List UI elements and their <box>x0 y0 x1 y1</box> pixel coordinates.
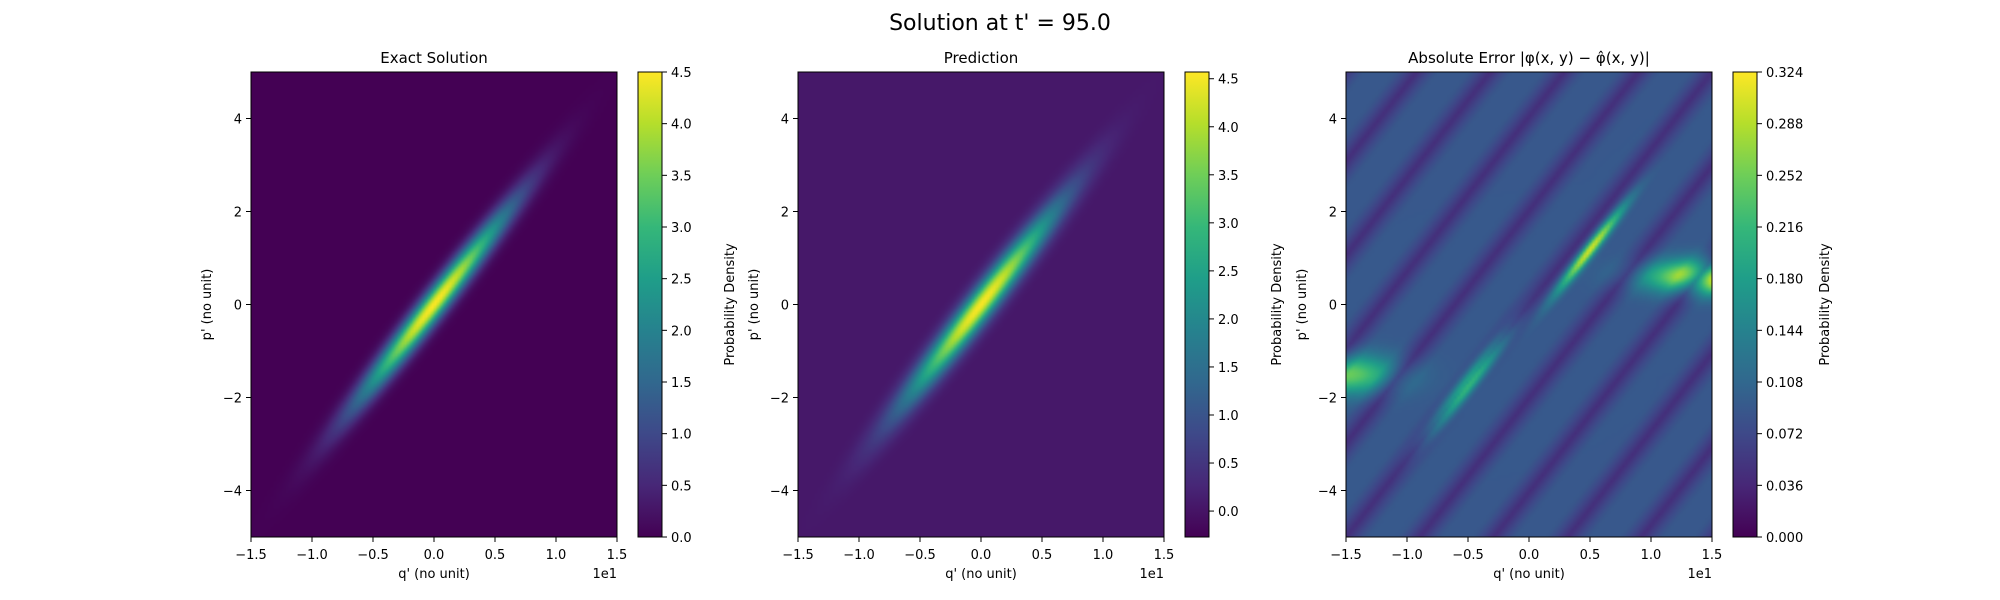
colorbar-tick-label: 4.0 <box>671 118 692 133</box>
y-tick-label: 4 <box>234 113 242 128</box>
x-axis-label: q' (no unit) <box>1493 567 1565 582</box>
y-tick-label: −4 <box>223 485 242 500</box>
subplot-3: Absolute Error |φ(x, y) − φ̂(x, y)| −1.5 −… <box>1295 49 1833 582</box>
x-axis-label: q' (no unit) <box>945 567 1017 582</box>
colorbar-tick-label: 0.5 <box>1218 457 1239 472</box>
x-tick-label: −0.5 <box>904 548 936 563</box>
colorbar-tick-label: 1.5 <box>671 376 692 391</box>
y-tick-label: 0 <box>234 299 242 314</box>
colorbar-tick-label: 3.5 <box>1218 169 1239 184</box>
colorbar <box>637 71 663 538</box>
colorbar-tick-label: 0.252 <box>1766 169 1803 184</box>
y-axis-label: p' (no unit) <box>200 269 215 341</box>
x-tick-label: −1.5 <box>235 548 267 563</box>
y-tick-label: 4 <box>1329 113 1337 128</box>
y-tick-label: −2 <box>223 392 242 407</box>
colorbar-tick-label: 2.0 <box>671 324 692 339</box>
colorbar-tick-label: 0.072 <box>1766 428 1803 443</box>
y-tick-label: −2 <box>1318 392 1337 407</box>
colorbar <box>1732 71 1758 538</box>
x-tick-label: 0.0 <box>1519 548 1540 563</box>
x-tick-label: −0.5 <box>357 548 389 563</box>
heatmap-image <box>251 72 617 537</box>
y-tick-label: 0 <box>781 299 789 314</box>
colorbar-tick-label: 4.0 <box>1218 121 1239 136</box>
x-tick-label: 1.5 <box>607 548 628 563</box>
colorbar-tick-label: 0.108 <box>1766 376 1803 391</box>
colorbar-tick-label: 4.5 <box>1218 73 1239 88</box>
colorbar-label: Probability Density <box>1270 243 1285 366</box>
x-tick-label: −1.5 <box>1330 548 1362 563</box>
subplot-title: Exact Solution <box>380 49 488 67</box>
x-tick-label: −0.5 <box>1452 548 1484 563</box>
colorbar-label: Probability Density <box>723 243 738 366</box>
x-tick-label: −1.5 <box>782 548 814 563</box>
panels-layer: Exact Solution −1.5 −1.0 −0.5 0.0 0.5 1.0 1.5 1e… <box>200 49 1833 582</box>
colorbar-tick-label: 2.0 <box>1218 313 1239 328</box>
heatmap-image <box>1346 72 1712 537</box>
subplot-title: Prediction <box>944 49 1019 67</box>
heatmap-image <box>798 72 1164 537</box>
x-tick-label: 0.0 <box>424 548 445 563</box>
colorbar-tick-label: 0.036 <box>1766 479 1803 494</box>
x-axis-label: q' (no unit) <box>398 567 470 582</box>
y-axis-label: p' (no unit) <box>747 269 762 341</box>
subplot-1: Exact Solution −1.5 −1.0 −0.5 0.0 0.5 1.0 1.5 1e… <box>200 49 738 582</box>
colorbar-tick-label: 1.5 <box>1218 361 1239 376</box>
colorbar-tick-label: 0.5 <box>671 479 692 494</box>
y-tick-label: 0 <box>1329 299 1337 314</box>
colorbar-tick-label: 3.5 <box>671 169 692 184</box>
figure-suptitle: Solution at t' = 95.0 <box>889 11 1111 36</box>
y-tick-label: 2 <box>781 206 789 221</box>
colorbar-tick-label: 0.0 <box>1218 505 1239 520</box>
y-tick-label: −4 <box>1318 485 1337 500</box>
subplot-2: Prediction −1.5 −1.0 −0.5 0.0 0.5 1.0 1.5 1e1 q' … <box>747 49 1285 582</box>
x-tick-label: −1.0 <box>1391 548 1423 563</box>
colorbar-tick-label: 0.180 <box>1766 273 1803 288</box>
y-tick-label: 2 <box>234 206 242 221</box>
x-tick-label: 1.5 <box>1702 548 1723 563</box>
colorbar-tick-label: 0.288 <box>1766 118 1803 133</box>
x-tick-label: −1.0 <box>843 548 875 563</box>
x-offset-text: 1e1 <box>1687 567 1712 582</box>
colorbar-label: Probability Density <box>1818 243 1833 366</box>
colorbar-tick-label: 2.5 <box>1218 265 1239 280</box>
x-tick-label: 0.0 <box>971 548 992 563</box>
x-tick-label: 1.5 <box>1154 548 1175 563</box>
x-tick-label: 0.5 <box>1032 548 1053 563</box>
x-offset-text: 1e1 <box>592 567 617 582</box>
y-tick-label: −2 <box>770 392 789 407</box>
colorbar-tick-label: 1.0 <box>671 428 692 443</box>
x-tick-label: 1.0 <box>1093 548 1114 563</box>
colorbar-tick-label: 0.324 <box>1766 66 1803 81</box>
x-offset-text: 1e1 <box>1139 567 1164 582</box>
colorbar-tick-label: 0.0 <box>671 531 692 546</box>
x-tick-label: 1.0 <box>546 548 567 563</box>
x-tick-label: 1.0 <box>1641 548 1662 563</box>
colorbar-tick-label: 1.0 <box>1218 409 1239 424</box>
colorbar-tick-label: 0.144 <box>1766 324 1803 339</box>
colorbar <box>1184 71 1210 538</box>
colorbar-tick-label: 0.000 <box>1766 531 1803 546</box>
colorbar-tick-label: 2.5 <box>671 273 692 288</box>
colorbar-tick-label: 0.216 <box>1766 221 1803 236</box>
colorbar-tick-label: 4.5 <box>671 66 692 81</box>
y-axis-label: p' (no unit) <box>1295 269 1310 341</box>
x-tick-label: 0.5 <box>1580 548 1601 563</box>
x-tick-label: −1.0 <box>296 548 328 563</box>
colorbar-tick-label: 3.0 <box>671 221 692 236</box>
x-tick-label: 0.5 <box>485 548 506 563</box>
y-tick-label: 2 <box>1329 206 1337 221</box>
colorbar-tick-label: 3.0 <box>1218 217 1239 232</box>
y-tick-label: 4 <box>781 113 789 128</box>
subplot-title: Absolute Error |φ(x, y) − φ̂(x, y)| <box>1408 49 1650 67</box>
y-tick-label: −4 <box>770 485 789 500</box>
